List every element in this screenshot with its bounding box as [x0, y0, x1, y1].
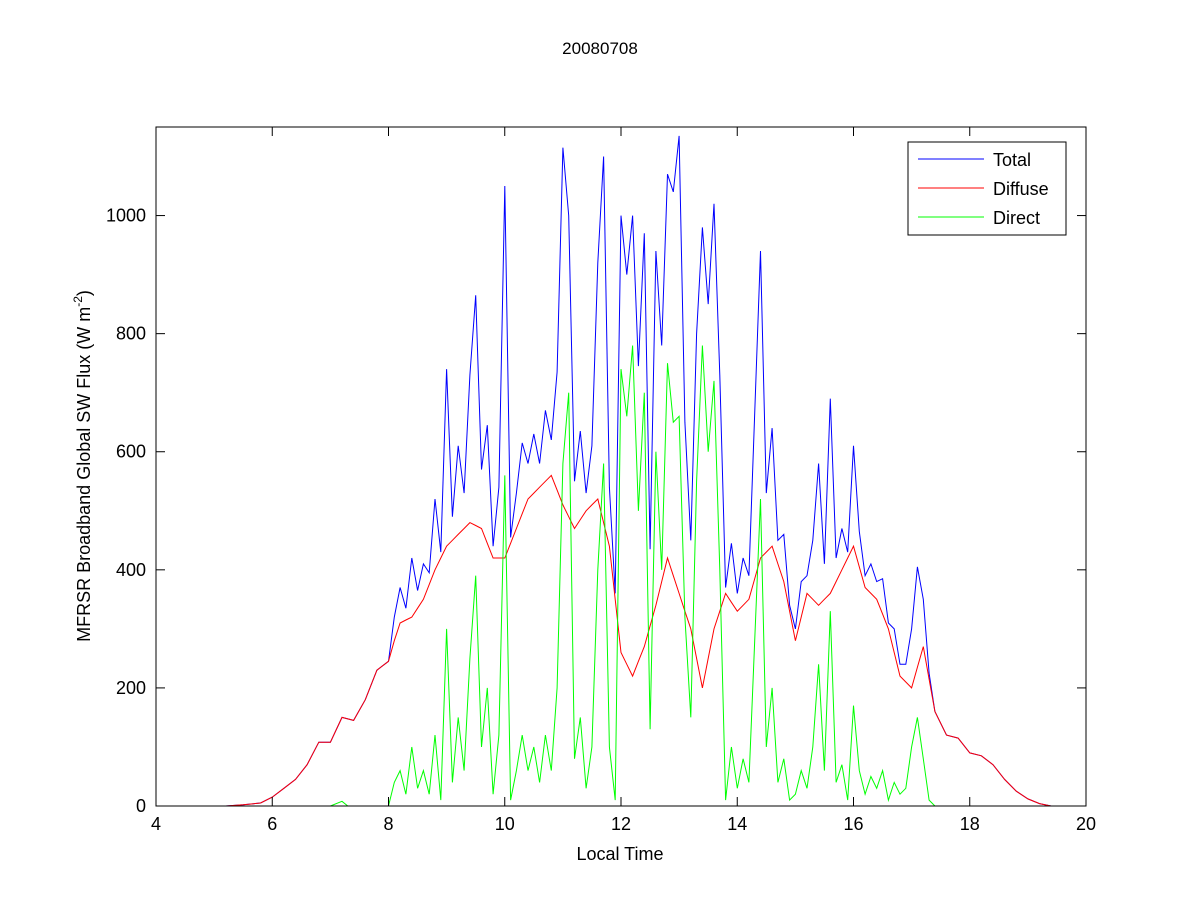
y-tick-label: 200 — [116, 678, 146, 698]
x-tick-label: 10 — [495, 814, 515, 834]
y-tick-label: 800 — [116, 324, 146, 344]
x-tick-label: 12 — [611, 814, 631, 834]
y-tick-label: 0 — [136, 796, 146, 816]
y-tick-label: 1000 — [106, 206, 146, 226]
y-tick-label: 600 — [116, 442, 146, 462]
series-layer — [225, 135, 1052, 807]
x-axis-label: Local Time — [576, 844, 663, 864]
x-tick-label: 16 — [843, 814, 863, 834]
x-tick-label: 18 — [960, 814, 980, 834]
y-axis-label-main: MFRSR Broadband Global SW Flux (W m — [74, 307, 94, 642]
chart-title: 20080708 — [562, 39, 638, 58]
series-line-direct — [225, 345, 1052, 807]
y-tick-label: 400 — [116, 560, 146, 580]
legend-label-diffuse: Diffuse — [993, 179, 1049, 199]
x-tick-label: 4 — [151, 814, 161, 834]
x-tick-label: 8 — [383, 814, 393, 834]
x-tick-label: 20 — [1076, 814, 1096, 834]
series-line-diffuse — [225, 474, 1052, 807]
y-axis-label-sup: -2 — [71, 296, 85, 307]
x-tick-label: 6 — [267, 814, 277, 834]
y-axis-label-end: ) — [74, 290, 94, 296]
legend: Total Diffuse Direct — [907, 141, 1067, 236]
legend-label-direct: Direct — [993, 208, 1040, 228]
legend-label-total: Total — [993, 150, 1031, 170]
x-tick-label: 14 — [727, 814, 747, 834]
y-axis-label: MFRSR Broadband Global SW Flux (W m-2) — [71, 290, 94, 642]
series-line-total — [225, 135, 1052, 807]
